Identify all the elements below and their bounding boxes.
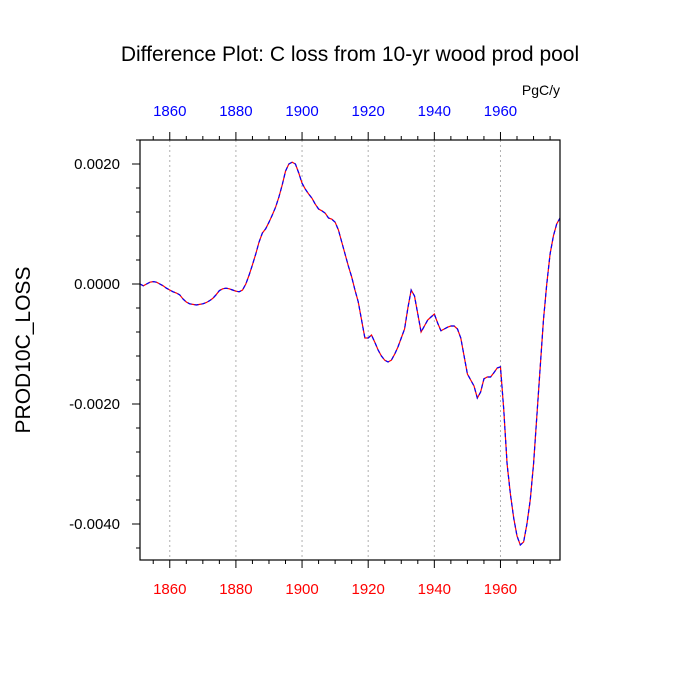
- chart-title: Difference Plot: C loss from 10-yr wood …: [121, 43, 579, 66]
- y-tick-label: 0.0020: [74, 156, 120, 173]
- series-line-blue: [140, 161, 560, 547]
- x-tick-label-bottom: 1900: [285, 581, 318, 598]
- x-tick-label-bottom: 1860: [153, 581, 186, 598]
- axis-ticks: [132, 132, 551, 568]
- units-label: PgC/y: [522, 82, 560, 98]
- x-tick-label-top: 1860: [153, 103, 186, 120]
- x-tick-label-bottom: 1880: [219, 581, 252, 598]
- x-tick-label-top: 1900: [285, 103, 318, 120]
- y-tick-label: 0.0000: [74, 276, 120, 293]
- plot-frame: [139, 139, 561, 561]
- x-tick-label-top: 1940: [418, 103, 451, 120]
- y-axis-label: PROD10C_LOSS: [12, 267, 35, 434]
- series-line-red: [140, 161, 560, 547]
- x-tick-label-top: 1880: [219, 103, 252, 120]
- x-tick-label-bottom: 1960: [484, 581, 517, 598]
- x-tick-label-top: 1960: [484, 103, 517, 120]
- vertical-grid-lines: [169, 140, 501, 560]
- x-tick-label-top: 1920: [352, 103, 385, 120]
- x-tick-label-bottom: 1940: [418, 581, 451, 598]
- y-tick-label: -0.0020: [69, 396, 120, 413]
- y-tick-label: -0.0040: [69, 516, 120, 533]
- x-tick-label-bottom: 1920: [352, 581, 385, 598]
- axis-tick-labels: 1860 1860 1880 1880 1900 1900 1920 1920 1940 1940…: [69, 103, 517, 598]
